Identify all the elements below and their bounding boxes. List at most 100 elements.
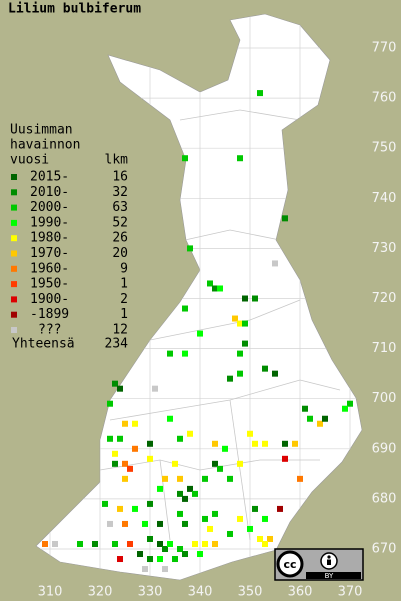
total-label: Yhteensä bbox=[12, 337, 75, 352]
record-square bbox=[262, 365, 268, 372]
record-square bbox=[237, 350, 243, 357]
region-borders bbox=[99, 109, 341, 541]
record-square bbox=[182, 520, 188, 527]
record-square bbox=[307, 415, 313, 422]
record-square bbox=[262, 440, 268, 447]
badge-strip bbox=[306, 572, 361, 579]
legend-label: 2000- bbox=[30, 200, 69, 215]
record-square bbox=[162, 546, 168, 552]
x-tick-label: 370 bbox=[338, 585, 363, 600]
record-square bbox=[227, 475, 233, 482]
record-square bbox=[147, 440, 153, 447]
record-square bbox=[342, 405, 348, 412]
record-square bbox=[212, 285, 218, 292]
legend-count: 52 bbox=[112, 215, 128, 230]
record-square bbox=[152, 385, 158, 392]
legend-swatch bbox=[11, 204, 17, 211]
record-square bbox=[277, 505, 283, 512]
record-square bbox=[257, 535, 263, 542]
record-square bbox=[262, 515, 268, 522]
legend-swatch bbox=[11, 281, 17, 288]
legend-heading: vuosi bbox=[10, 153, 49, 168]
y-tick-label: 760 bbox=[372, 91, 397, 106]
record-square bbox=[322, 415, 328, 422]
record-square bbox=[142, 566, 148, 573]
finland-outline bbox=[35, 13, 363, 581]
legend-swatch bbox=[11, 311, 17, 318]
legend-count: 63 bbox=[112, 200, 128, 215]
legend-count: 16 bbox=[112, 170, 128, 185]
record-square bbox=[187, 430, 193, 437]
legend-swatch bbox=[11, 235, 17, 242]
legend-label: 1950- bbox=[30, 277, 69, 292]
record-square bbox=[252, 295, 258, 302]
legend-label: -1899 bbox=[30, 307, 69, 322]
record-square bbox=[122, 475, 128, 482]
record-square bbox=[252, 505, 258, 512]
record-square bbox=[162, 566, 168, 573]
record-square bbox=[137, 551, 143, 558]
record-square bbox=[107, 520, 113, 527]
record-square bbox=[77, 540, 83, 547]
record-square bbox=[112, 450, 118, 457]
record-square bbox=[212, 460, 218, 467]
record-square bbox=[117, 505, 123, 512]
record-square bbox=[202, 540, 208, 547]
record-square bbox=[172, 556, 178, 563]
record-square bbox=[222, 445, 228, 452]
record-square bbox=[182, 305, 188, 312]
legend-swatch bbox=[11, 296, 17, 303]
record-square bbox=[167, 540, 173, 547]
record-square bbox=[122, 420, 128, 427]
record-square bbox=[347, 400, 353, 407]
record-square bbox=[297, 475, 303, 482]
record-square bbox=[112, 380, 118, 387]
record-square bbox=[182, 551, 188, 558]
y-tick-label: 740 bbox=[372, 191, 397, 206]
legend-heading: havainnon bbox=[10, 138, 80, 153]
record-square bbox=[317, 420, 323, 427]
y-tick-label: 700 bbox=[372, 391, 397, 406]
y-tick-label: 770 bbox=[372, 41, 397, 56]
legend-count-heading: lkm bbox=[105, 153, 129, 168]
legend-count: 20 bbox=[112, 246, 128, 261]
record-square bbox=[282, 455, 288, 462]
record-square bbox=[237, 515, 243, 522]
record-square bbox=[197, 330, 203, 337]
record-square bbox=[202, 515, 208, 522]
legend-label: 1960- bbox=[30, 261, 69, 276]
legend-swatch bbox=[11, 250, 17, 257]
record-square bbox=[147, 500, 153, 507]
y-tick-label: 730 bbox=[372, 241, 397, 256]
legend-label: 1980- bbox=[30, 231, 69, 246]
record-square bbox=[92, 540, 98, 547]
y-tick-label: 680 bbox=[372, 491, 397, 506]
legend-count: 2 bbox=[120, 292, 128, 307]
record-square bbox=[157, 485, 163, 492]
record-square bbox=[247, 430, 253, 437]
record-square bbox=[252, 440, 258, 447]
record-square bbox=[182, 350, 188, 357]
record-square bbox=[242, 340, 248, 347]
record-square bbox=[42, 540, 48, 547]
license-badge: cc BY bbox=[274, 548, 364, 581]
record-square bbox=[102, 500, 108, 507]
x-tick-label: 340 bbox=[188, 585, 213, 600]
record-square bbox=[237, 370, 243, 377]
record-square bbox=[282, 215, 288, 222]
record-square bbox=[257, 90, 263, 97]
record-square bbox=[262, 540, 268, 547]
y-tick-label: 690 bbox=[372, 441, 397, 456]
legend-swatch bbox=[11, 265, 17, 272]
record-square bbox=[167, 350, 173, 357]
record-square bbox=[207, 280, 213, 287]
record-square bbox=[242, 295, 248, 302]
record-square bbox=[207, 525, 213, 532]
x-tick-label: 350 bbox=[238, 585, 263, 600]
cc-icon bbox=[276, 550, 304, 578]
x-tick-label: 360 bbox=[288, 585, 313, 600]
title: Lilium bulbiferum bbox=[8, 2, 141, 17]
record-square bbox=[227, 375, 233, 382]
record-square bbox=[127, 540, 133, 547]
